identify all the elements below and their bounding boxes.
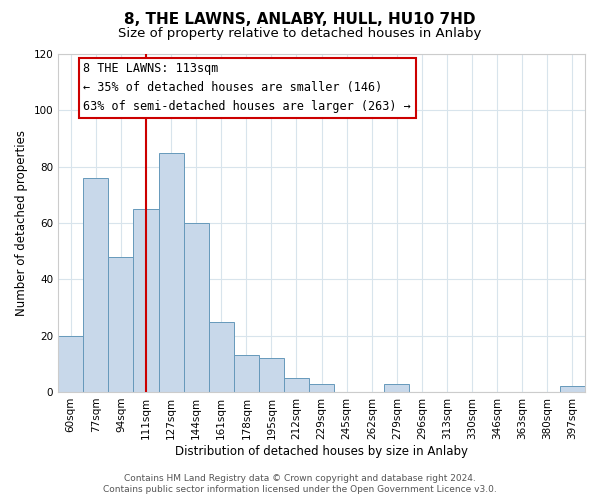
Bar [184,223,209,392]
Bar [560,386,585,392]
Bar [109,257,133,392]
Bar [158,152,184,392]
Y-axis label: Number of detached properties: Number of detached properties [15,130,28,316]
Bar [209,322,234,392]
Bar [58,336,83,392]
Text: 8 THE LAWNS: 113sqm
← 35% of detached houses are smaller (146)
63% of semi-detac: 8 THE LAWNS: 113sqm ← 35% of detached ho… [83,62,411,114]
Bar [83,178,109,392]
Bar [259,358,284,392]
Bar [309,384,334,392]
Bar [385,384,409,392]
Text: Size of property relative to detached houses in Anlaby: Size of property relative to detached ho… [118,28,482,40]
X-axis label: Distribution of detached houses by size in Anlaby: Distribution of detached houses by size … [175,444,468,458]
Bar [234,356,259,392]
Bar [284,378,309,392]
Text: 8, THE LAWNS, ANLABY, HULL, HU10 7HD: 8, THE LAWNS, ANLABY, HULL, HU10 7HD [124,12,476,28]
Bar [133,209,158,392]
Text: Contains HM Land Registry data © Crown copyright and database right 2024.
Contai: Contains HM Land Registry data © Crown c… [103,474,497,494]
